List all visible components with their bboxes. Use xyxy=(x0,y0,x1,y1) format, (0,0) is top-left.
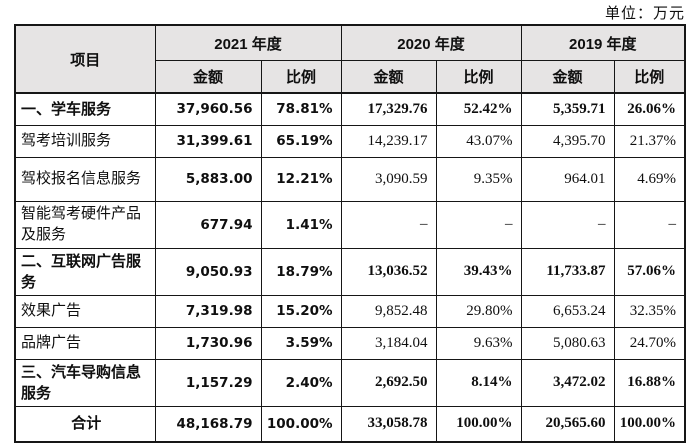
cell-amount-2020: 9,852.48 xyxy=(340,294,437,328)
year-header-2020: 2020 年度 xyxy=(340,24,522,61)
cell-amount-2021: 31,399.61 xyxy=(154,124,262,158)
cell-amount-2021: 5,883.00 xyxy=(154,156,262,202)
cell-ratio-2021: 12.21% xyxy=(260,156,342,202)
table-row: 驾考培训服务 31,399.61 65.19% 14,239.17 43.07%… xyxy=(14,124,686,158)
cell-ratio-2020: 8.14% xyxy=(435,358,522,407)
cell-ratio-2019: – xyxy=(613,200,686,249)
table-row: 二、互联网广告服务 9,050.93 18.79% 13,036.52 39.4… xyxy=(14,247,686,296)
table-row: 三、汽车导购信息服务 1,157.29 2.40% 2,692.50 8.14%… xyxy=(14,358,686,407)
cell-amount-2021: 37,960.56 xyxy=(154,92,262,126)
cell-ratio-2020: 9.35% xyxy=(435,156,522,202)
cell-amount-2020: 14,239.17 xyxy=(340,124,437,158)
cell-ratio-2021: 100.00% xyxy=(260,405,342,443)
total-row: 合计 48,168.79 100.00% 33,058.78 100.00% 2… xyxy=(14,405,686,443)
cell-amount-2020: 3,184.04 xyxy=(340,326,437,360)
cell-amount-2019: 3,472.02 xyxy=(520,358,615,407)
cell-ratio-2020: 52.42% xyxy=(435,92,522,126)
cell-amount-2021: 7,319.98 xyxy=(154,294,262,328)
cell-amount-2019: – xyxy=(520,200,615,249)
cell-ratio-2019: 4.69% xyxy=(613,156,686,202)
row-label: 三、汽车导购信息服务 xyxy=(14,358,156,407)
cell-amount-2019: 20,565.60 xyxy=(520,405,615,443)
cell-ratio-2021: 78.81% xyxy=(260,92,342,126)
row-label: 驾校报名信息服务 xyxy=(14,156,156,202)
cell-amount-2021: 48,168.79 xyxy=(154,405,262,443)
table-row: 一、学车服务 37,960.56 78.81% 17,329.76 52.42%… xyxy=(14,92,686,126)
table-header: 项目 2021 年度 2020 年度 2019 年度 金额 比例 金额 比例 金… xyxy=(14,24,686,94)
item-column-header: 项目 xyxy=(14,24,156,94)
cell-ratio-2020: – xyxy=(435,200,522,249)
table-row: 品牌广告 1,730.96 3.59% 3,184.04 9.63% 5,080… xyxy=(14,326,686,360)
cell-ratio-2020: 29.80% xyxy=(435,294,522,328)
cell-amount-2019: 4,395.70 xyxy=(520,124,615,158)
cell-ratio-2020: 100.00% xyxy=(435,405,522,443)
cell-amount-2021: 1,157.29 xyxy=(154,358,262,407)
cell-ratio-2021: 3.59% xyxy=(260,326,342,360)
cell-amount-2021: 9,050.93 xyxy=(154,247,262,296)
cell-ratio-2021: 15.20% xyxy=(260,294,342,328)
cell-ratio-2020: 9.63% xyxy=(435,326,522,360)
row-label: 智能驾考硬件产品及服务 xyxy=(14,200,156,249)
amount-header-2019: 金额 xyxy=(520,60,615,94)
cell-amount-2019: 5,359.71 xyxy=(520,92,615,126)
revenue-breakdown-table: 项目 2021 年度 2020 年度 2019 年度 金额 比例 金额 比例 金… xyxy=(14,24,687,443)
amount-header-2020: 金额 xyxy=(340,60,437,94)
cell-ratio-2019: 24.70% xyxy=(613,326,686,360)
cell-amount-2021: 1,730.96 xyxy=(154,326,262,360)
cell-amount-2020: 13,036.52 xyxy=(340,247,437,296)
cell-amount-2020: 3,090.59 xyxy=(340,156,437,202)
amount-header-2021: 金额 xyxy=(154,60,262,94)
cell-ratio-2019: 57.06% xyxy=(613,247,686,296)
unit-label: 单位：万元 xyxy=(604,6,685,22)
ratio-header-2020: 比例 xyxy=(435,60,522,94)
cell-amount-2019: 11,733.87 xyxy=(520,247,615,296)
cell-amount-2019: 5,080.63 xyxy=(520,326,615,360)
cell-ratio-2020: 43.07% xyxy=(435,124,522,158)
year-header-row: 项目 2021 年度 2020 年度 2019 年度 xyxy=(14,24,686,94)
table-row: 智能驾考硬件产品及服务 677.94 1.41% – – – – xyxy=(14,200,686,249)
row-label: 二、互联网广告服务 xyxy=(14,247,156,296)
cell-ratio-2021: 1.41% xyxy=(260,200,342,249)
table-body: 一、学车服务 37,960.56 78.81% 17,329.76 52.42%… xyxy=(14,92,686,443)
cell-amount-2020: 2,692.50 xyxy=(340,358,437,407)
row-label: 品牌广告 xyxy=(14,326,156,360)
cell-amount-2020: 17,329.76 xyxy=(340,92,437,126)
cell-ratio-2019: 32.35% xyxy=(613,294,686,328)
cell-ratio-2019: 100.00% xyxy=(613,405,686,443)
cell-ratio-2019: 26.06% xyxy=(613,92,686,126)
cell-ratio-2021: 65.19% xyxy=(260,124,342,158)
cell-amount-2020: 33,058.78 xyxy=(340,405,437,443)
ratio-header-2021: 比例 xyxy=(260,60,342,94)
cell-ratio-2019: 21.37% xyxy=(613,124,686,158)
sub-header-row: 金额 比例 金额 比例 金额 比例 xyxy=(15,60,686,94)
cell-amount-2021: 677.94 xyxy=(154,200,262,249)
total-row-label: 合计 xyxy=(14,405,156,443)
table-row: 效果广告 7,319.98 15.20% 9,852.48 29.80% 6,6… xyxy=(14,294,686,328)
year-header-2019: 2019 年度 xyxy=(520,24,686,61)
row-label: 一、学车服务 xyxy=(14,92,156,126)
table-row: 驾校报名信息服务 5,883.00 12.21% 3,090.59 9.35% … xyxy=(14,156,686,202)
row-label: 驾考培训服务 xyxy=(14,124,156,158)
cell-amount-2019: 6,653.24 xyxy=(520,294,615,328)
year-header-2021: 2021 年度 xyxy=(154,24,342,61)
cell-amount-2020: – xyxy=(340,200,437,249)
ratio-header-2019: 比例 xyxy=(613,60,686,94)
cell-ratio-2020: 39.43% xyxy=(435,247,522,296)
cell-ratio-2021: 18.79% xyxy=(260,247,342,296)
cell-ratio-2019: 16.88% xyxy=(613,358,686,407)
row-label: 效果广告 xyxy=(14,294,156,328)
cell-ratio-2021: 2.40% xyxy=(260,358,342,407)
cell-amount-2019: 964.01 xyxy=(520,156,615,202)
